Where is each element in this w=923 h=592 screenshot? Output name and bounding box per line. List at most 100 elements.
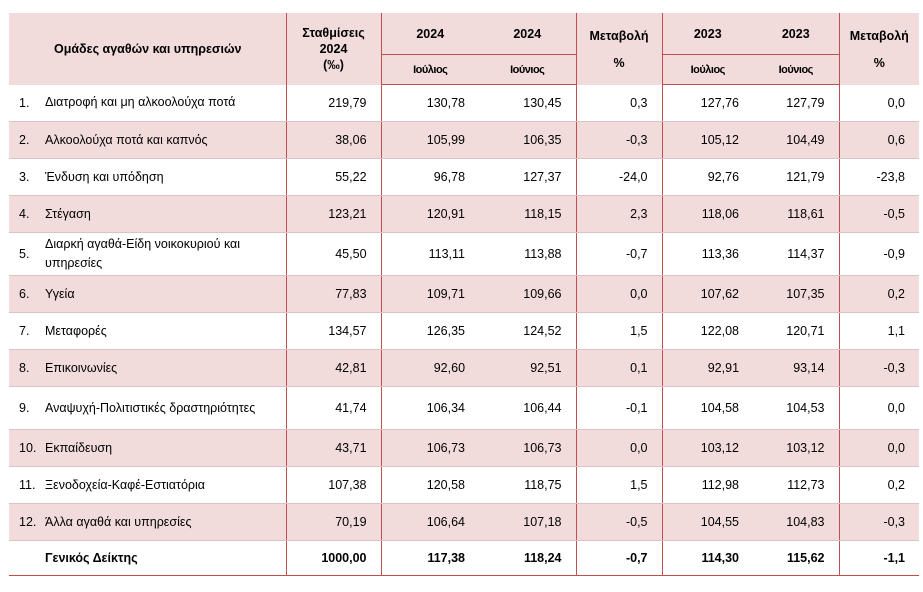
- june-2023-value: 103,12: [753, 429, 840, 467]
- row-index: 6.: [9, 275, 45, 313]
- weights-header-line2: 2024: [319, 41, 348, 56]
- cpi-table: Ομάδες αγαθών και υπηρεσιών Σταθμίσεις 2…: [9, 13, 920, 576]
- july-2024-value: 113,11: [380, 232, 480, 276]
- june-2024-value: 127,37: [479, 158, 577, 196]
- group-name: Ένδυση και υπόδηση: [45, 158, 287, 196]
- table-row: 5. Διαρκή αγαθά-Είδη νοικοκυριού και υπηρ…: [9, 232, 920, 276]
- june-2024-value: 92,51: [479, 349, 577, 387]
- july-2023-value: 127,76: [661, 84, 754, 122]
- total-july-2023-value: 114,30: [661, 540, 754, 576]
- change-2023-value: 0,6: [838, 121, 920, 159]
- june-2023-value: 121,79: [753, 158, 840, 196]
- july-2023-value: 118,06: [661, 195, 754, 233]
- june-2023-value: 104,83: [753, 503, 840, 541]
- july-2024-value: 92,60: [380, 349, 480, 387]
- change-2024-value: 1,5: [575, 312, 663, 350]
- weight-value: 43,71: [285, 429, 382, 467]
- weights-header-line3: (‰): [323, 57, 344, 72]
- weight-value: 70,19: [285, 503, 382, 541]
- june-2023-value: 104,53: [753, 386, 840, 430]
- july-2023-value: 104,58: [661, 386, 754, 430]
- june-2024-value: 124,52: [479, 312, 577, 350]
- change-header-1-label: Μεταβολή: [589, 29, 649, 43]
- group-name: Υγεία: [45, 275, 287, 313]
- row-index: 3.: [9, 158, 45, 196]
- group-name: Διατροφή και μη αλκοολούχα ποτά: [45, 84, 287, 122]
- total-weight-value: 1000,00: [285, 540, 382, 576]
- group-name: Άλλα αγαθά και υπηρεσίες: [45, 503, 287, 541]
- group-name: Στέγαση: [45, 195, 287, 233]
- weights-header: Σταθμίσεις 2024 (‰): [285, 13, 382, 85]
- change-header-2: Μεταβολή %: [838, 13, 920, 85]
- table-row: 12. Άλλα αγαθά και υπηρεσίες 70,19 106,64 10…: [9, 503, 920, 541]
- july-2024-value: 106,34: [380, 386, 480, 430]
- change-2024-value: 0,0: [575, 429, 663, 467]
- table-row: 3. Ένδυση και υπόδηση 55,22 96,78 127,37 -24,…: [9, 158, 920, 196]
- change-2023-value: -23,8: [838, 158, 920, 196]
- weight-value: 219,79: [285, 84, 382, 122]
- weight-value: 55,22: [285, 158, 382, 196]
- july-2024-value: 109,71: [380, 275, 480, 313]
- change-2023-value: 1,1: [838, 312, 920, 350]
- june-2024-value: 118,15: [479, 195, 577, 233]
- july-2024-value: 126,35: [380, 312, 480, 350]
- weight-value: 42,81: [285, 349, 382, 387]
- june-2023-value: 93,14: [753, 349, 840, 387]
- row-index: 5.: [9, 232, 45, 276]
- row-index: 8.: [9, 349, 45, 387]
- change-2023-value: 0,0: [838, 84, 920, 122]
- july-2023-value: 104,55: [661, 503, 754, 541]
- table-row: 11. Ξενοδοχεία-Καφέ-Εστιατόρια 107,38 120,5…: [9, 466, 920, 504]
- july-2023-value: 107,62: [661, 275, 754, 313]
- change-2024-value: 0,1: [575, 349, 663, 387]
- july-2023-value: 112,98: [661, 466, 754, 504]
- june-2024-value: 113,88: [479, 232, 577, 276]
- change-2024-value: -0,1: [575, 386, 663, 430]
- june-2024-value: 106,44: [479, 386, 577, 430]
- total-index: [9, 540, 45, 576]
- change-header-2-pct: %: [873, 56, 885, 70]
- row-index: 4.: [9, 195, 45, 233]
- table-row: 4. Στέγαση 123,21 120,91 118,15 2,3 118,06 118,…: [9, 195, 920, 233]
- row-index: 11.: [9, 466, 45, 504]
- total-change-2024-value: -0,7: [575, 540, 663, 576]
- row-index: 1.: [9, 84, 45, 122]
- july-2023-value: 122,08: [661, 312, 754, 350]
- group-name: Επικοινωνίες: [45, 349, 287, 387]
- june-2024-value: 118,75: [479, 466, 577, 504]
- table-row: 9. Αναψυχή-Πολιτιστικές δραστηριότητες 41,…: [9, 386, 920, 430]
- row-index: 2.: [9, 121, 45, 159]
- weight-value: 123,21: [285, 195, 382, 233]
- weight-value: 41,74: [285, 386, 382, 430]
- change-2024-value: -0,5: [575, 503, 663, 541]
- total-change-2023-value: -1,1: [838, 540, 920, 576]
- july-2024-value: 105,99: [380, 121, 480, 159]
- year-header-d: 2023: [753, 13, 840, 55]
- group-name: Εκπαίδευση: [45, 429, 287, 467]
- june-2023-value: 112,73: [753, 466, 840, 504]
- month-header-c: Ιούλιος: [661, 54, 754, 85]
- group-name: Ξενοδοχεία-Καφέ-Εστιατόρια: [45, 466, 287, 504]
- group-name: Μεταφορές: [45, 312, 287, 350]
- row-index: 7.: [9, 312, 45, 350]
- july-2024-value: 106,64: [380, 503, 480, 541]
- weight-value: 45,50: [285, 232, 382, 276]
- change-2024-value: -24,0: [575, 158, 663, 196]
- change-2023-value: -0,3: [838, 349, 920, 387]
- july-2023-value: 113,36: [661, 232, 754, 276]
- total-group-name: Γενικός Δείκτης: [45, 540, 287, 576]
- change-header-1-pct: %: [613, 56, 625, 70]
- change-2023-value: -0,9: [838, 232, 920, 276]
- groups-header: Ομάδες αγαθών και υπηρεσιών: [9, 13, 287, 85]
- july-2024-value: 106,73: [380, 429, 480, 467]
- change-2023-value: -0,3: [838, 503, 920, 541]
- change-2023-value: 0,0: [838, 386, 920, 430]
- total-row: Γενικός Δείκτης 1000,00 117,38 118,24 -0,7 11…: [9, 540, 920, 576]
- row-index: 9.: [9, 386, 45, 430]
- july-2023-value: 105,12: [661, 121, 754, 159]
- change-2024-value: 2,3: [575, 195, 663, 233]
- weight-value: 134,57: [285, 312, 382, 350]
- change-2023-value: 0,2: [838, 275, 920, 313]
- table-row: 2. Αλκοολούχα ποτά και καπνός 38,06 105,99 1…: [9, 121, 920, 159]
- month-header-a: Ιούλιος: [380, 54, 480, 85]
